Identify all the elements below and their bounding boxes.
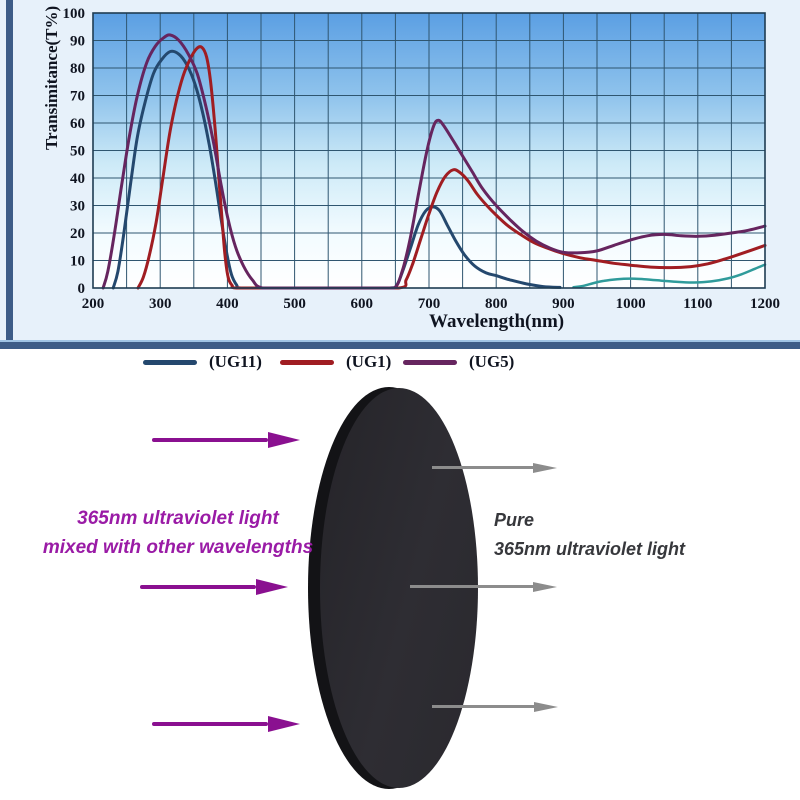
legend-item-ug5: (UG5): [403, 352, 514, 372]
legend-swatch-ug1: [280, 359, 334, 365]
arrow-head-icon: [268, 432, 300, 448]
x-tick-label: 200: [82, 296, 105, 312]
uv-output-arrow-top: [432, 462, 557, 473]
arrow-head-icon: [268, 716, 300, 732]
x-tick-label: 600: [351, 296, 374, 312]
arrow-shaft: [140, 585, 256, 589]
input-light-label: 365nm ultraviolet light mixed with other…: [18, 504, 338, 562]
y-tick-label: 60: [70, 116, 85, 132]
legend-item-ug1: (UG1): [280, 352, 391, 372]
legend-item-ug11: (UG11): [143, 352, 262, 372]
input-light-label-line2: mixed with other wavelengths: [42, 537, 314, 558]
series-(UG11) 900-1200nm tail: [572, 263, 767, 289]
y-tick-label: 20: [70, 226, 85, 242]
x-tick-label: 1100: [683, 296, 712, 312]
uv-output-arrow-bottom: [432, 701, 558, 712]
legend-swatch-ug5: [403, 359, 457, 365]
y-tick-label: 90: [70, 34, 85, 50]
x-tick-label: 900: [552, 296, 575, 312]
legend-label-ug5: (UG5): [469, 352, 515, 371]
y-tick-label: 10: [70, 254, 85, 270]
y-tick-label: 50: [70, 144, 85, 160]
arrow-shaft: [152, 438, 268, 442]
arrow-shaft: [432, 705, 534, 708]
y-tick-label: 80: [70, 61, 85, 77]
output-light-label: Pure 365nm ultraviolet light: [494, 506, 714, 564]
x-tick-label: 700: [418, 296, 441, 312]
output-light-label-line1: Pure: [494, 510, 535, 530]
legend-label-ug11: (UG11): [209, 352, 262, 371]
legend-swatch-ug11: [143, 359, 197, 365]
panel-left-border: [6, 0, 13, 340]
arrow-head-icon: [533, 581, 557, 592]
series-(UG5): [101, 33, 767, 290]
y-tick-label: 0: [78, 281, 86, 297]
output-light-label-line2: 365nm ultraviolet light: [494, 539, 686, 559]
x-tick-label: 500: [283, 296, 306, 312]
x-tick-label: 300: [149, 296, 172, 312]
y-tick-label: 30: [70, 199, 85, 215]
uv-input-arrow-bottom: [152, 716, 300, 732]
x-tick-label: 400: [216, 296, 239, 312]
arrow-shaft: [432, 466, 533, 469]
y-tick-label: 40: [70, 171, 85, 187]
uv-output-arrow-middle: [410, 581, 557, 592]
input-light-label-line1: 365nm ultraviolet light: [77, 508, 279, 529]
arrow-head-icon: [256, 579, 288, 595]
panel-bottom-border: [0, 340, 800, 349]
uv-input-arrow-top: [152, 432, 300, 448]
x-tick-label: 1200: [750, 296, 780, 312]
filter-disc-face: [320, 388, 478, 788]
arrow-shaft: [152, 722, 268, 726]
uv-input-arrow-middle: [140, 579, 288, 595]
y-tick-label: 70: [70, 89, 85, 105]
transmittance-chart-panel: 200 300 400 500 600 700 800 900 1000 1100 1200 0 10 2…: [0, 0, 800, 349]
x-tick-label: 1000: [616, 296, 646, 312]
legend-label-ug1: (UG1): [346, 352, 392, 371]
transmittance-plot: 200 300 400 500 600 700 800 900 1000 1100 1200 0 10 2…: [63, 6, 781, 312]
arrow-head-icon: [534, 701, 558, 712]
series-(UG1): [136, 45, 767, 290]
arrow-head-icon: [533, 462, 557, 473]
x-tick-label: 800: [485, 296, 508, 312]
arrow-shaft: [410, 585, 533, 588]
y-tick-label: 100: [63, 6, 86, 22]
